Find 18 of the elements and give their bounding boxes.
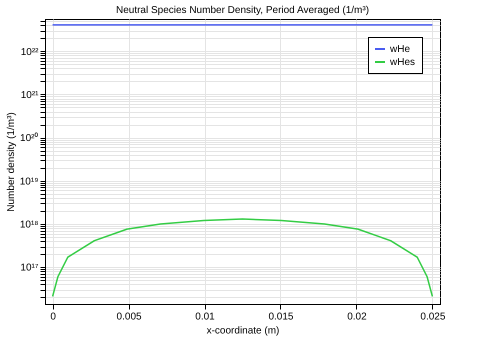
chart-title: Neutral Species Number Density, Period Averaged (1/m³) [116,5,370,16]
y-tick-label: 10²⁰ [20,132,38,144]
y-tick-label: 10²¹ [20,90,40,101]
legend-label: wHes [389,57,416,68]
legend-label: wHe [389,44,410,55]
y-tick-label: 10¹⁸ [20,219,38,230]
y-tick-label: 10¹⁹ [20,176,38,188]
x-tick-label: 0.01 [195,312,216,322]
line-series [52,218,434,298]
y-tick-label: 10²² [20,46,40,58]
y-tick-label: 10¹⁷ [20,262,39,274]
x-tick-label: 0.015 [268,312,294,322]
x-tick-label: 0.005 [116,312,142,322]
x-tick-label: 0.025 [420,312,446,322]
x-tick-label: 0.02 [347,312,368,322]
x-tick-label: 0 [50,312,56,322]
x-axis-title: x-coordinate (m) [206,326,280,336]
y-axis-title: Number density (1/m³) [6,112,17,212]
